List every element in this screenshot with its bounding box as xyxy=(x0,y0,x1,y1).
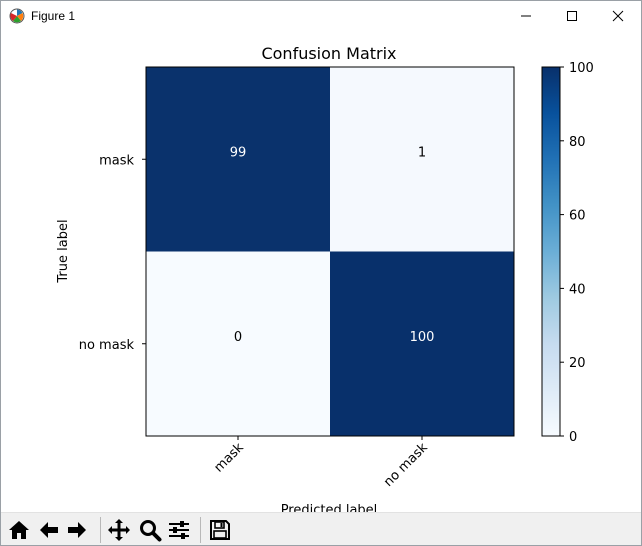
window-title: Figure 1 xyxy=(31,9,76,23)
home-button[interactable] xyxy=(6,517,32,543)
maximize-button[interactable] xyxy=(549,1,595,31)
minimize-button[interactable] xyxy=(503,1,549,31)
cell-value-label: 1 xyxy=(418,145,426,160)
configure-subplots-button[interactable] xyxy=(166,517,192,543)
heatmap-cell xyxy=(330,251,514,436)
navigation-toolbar xyxy=(1,512,641,545)
cell-value-label: 100 xyxy=(410,330,435,345)
sliders-icon xyxy=(169,521,189,539)
colorbar-tick-label: 60 xyxy=(569,209,586,224)
x-tick-label: no mask xyxy=(381,440,431,490)
save-icon xyxy=(210,520,230,540)
back-button[interactable] xyxy=(36,517,62,543)
y-tick-label: no mask xyxy=(79,338,135,353)
home-icon xyxy=(9,521,29,539)
save-button[interactable] xyxy=(207,517,233,543)
colorbar-tick-label: 20 xyxy=(569,356,586,371)
forward-button[interactable] xyxy=(64,517,90,543)
cell-value-label: 99 xyxy=(230,145,247,160)
colorbar-tick-label: 0 xyxy=(569,430,577,445)
toolbar-separator xyxy=(200,517,201,543)
close-button[interactable] xyxy=(595,1,641,31)
toolbar-separator xyxy=(100,517,101,543)
plot-frame xyxy=(145,66,515,437)
zoom-button[interactable] xyxy=(137,517,163,543)
colorbar-tick-label: 40 xyxy=(569,282,586,297)
heatmap-cell xyxy=(146,67,330,252)
colorbar xyxy=(541,66,561,437)
move-icon xyxy=(108,519,130,541)
x-tick-label: mask xyxy=(212,440,248,476)
y-tick-label: mask xyxy=(99,153,134,168)
zoom-icon xyxy=(140,520,162,542)
maximize-icon xyxy=(567,11,577,21)
close-icon xyxy=(612,10,624,22)
x-axis-label: Predicted label xyxy=(281,503,378,512)
cell-value-label: 0 xyxy=(234,330,242,345)
title-bar: Figure 1 xyxy=(1,1,641,31)
minimize-icon xyxy=(521,15,531,17)
chart-title: Confusion Matrix xyxy=(261,44,396,63)
heatmap-cell xyxy=(330,67,514,252)
colorbar-tick-label: 100 xyxy=(569,61,594,76)
matplotlib-logo-icon xyxy=(9,8,25,24)
colorbar-tick-label: 80 xyxy=(569,135,586,150)
figure-canvas[interactable]: Confusion Matrix 99 1 0 100 mask no mask mask… xyxy=(1,31,641,518)
arrow-right-icon xyxy=(68,522,86,538)
heatmap-cell xyxy=(146,251,330,436)
arrow-left-icon xyxy=(40,522,58,538)
y-axis-label: True label xyxy=(56,219,71,283)
confusion-matrix-chart: Confusion Matrix 99 1 0 100 mask no mask mask… xyxy=(56,44,594,518)
pan-button[interactable] xyxy=(106,517,132,543)
